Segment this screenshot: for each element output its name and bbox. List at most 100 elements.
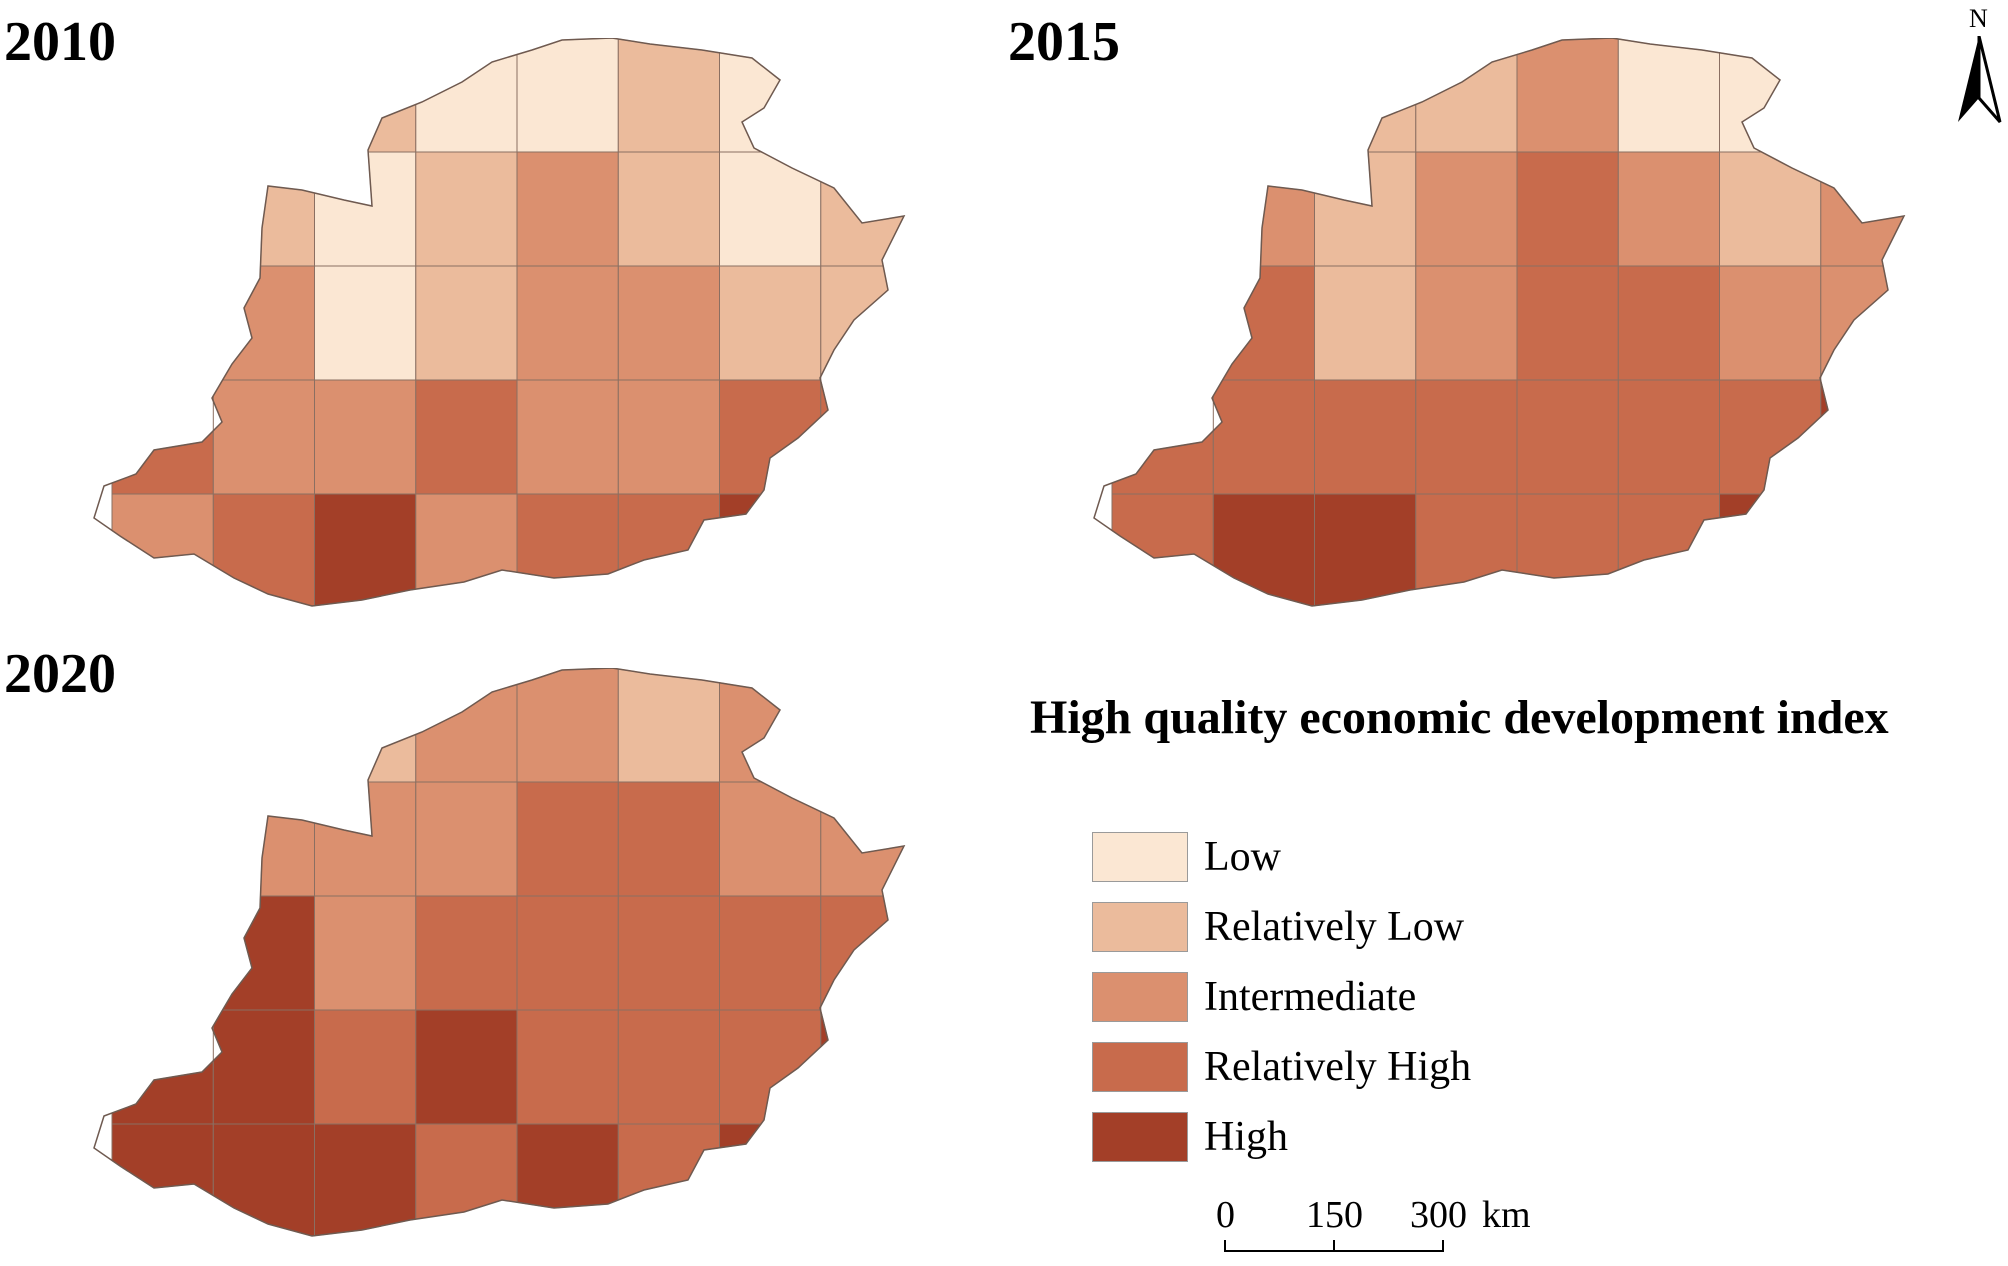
region-2010-2-4 <box>516 265 619 381</box>
region-2020-1-4 <box>516 781 619 897</box>
region-2015-4-4 <box>1516 493 1619 579</box>
region-2010-1-3 <box>415 151 518 267</box>
region-2020-1-3 <box>415 781 518 897</box>
scale-tick-300: 300 <box>1410 1194 1467 1236</box>
region-2020-2-2 <box>314 895 417 1011</box>
legend-label-intermediate: Intermediate <box>1204 974 1417 1020</box>
legend-swatch-high <box>1092 1112 1188 1162</box>
region-2020-3-6 <box>719 1009 822 1125</box>
legend-label-relatively-high: Relatively High <box>1204 1044 1472 1090</box>
north-arrow-icon <box>1958 36 2002 123</box>
study-area-outline-2010 <box>93 38 906 607</box>
region-2020-4-4 <box>516 1123 619 1209</box>
region-2015-3-0 <box>1111 394 1214 495</box>
legend-label-high: High <box>1204 1114 1288 1160</box>
region-2015-0-4 <box>1516 38 1619 153</box>
region-2020-1-5 <box>617 781 720 897</box>
legend-item-relatively-low: Relatively Low <box>1092 902 1692 954</box>
region-2010-1-5 <box>617 151 720 267</box>
scale-bar: 0 150 300 km <box>1210 1186 1560 1256</box>
region-2020-3-2 <box>314 1009 417 1125</box>
legend-item-high: High <box>1092 1112 1692 1164</box>
region-2020-4-3 <box>415 1123 518 1220</box>
legend-label-low: Low <box>1204 834 1281 880</box>
map-2015 <box>1092 38 1942 613</box>
region-2015-2-2 <box>1314 265 1417 381</box>
region-2015-0-3 <box>1415 53 1518 153</box>
region-2015-4-1 <box>1212 493 1315 607</box>
region-2015-1-3 <box>1415 151 1518 267</box>
region-2020-4-1 <box>212 1123 315 1237</box>
region-2010-0-2 <box>367 103 417 153</box>
region-2010-1-1 <box>259 185 315 267</box>
region-2010-1-6 <box>719 151 822 267</box>
region-2020-2-3 <box>415 895 518 1011</box>
year-label-2015: 2015 <box>1008 11 1120 73</box>
region-2015-2-6 <box>1719 265 1822 381</box>
region-2020-1-7 <box>820 810 905 897</box>
region-2015-1-6 <box>1719 151 1822 267</box>
region-2010-2-5 <box>617 265 720 381</box>
region-2020-4-5 <box>617 1123 720 1201</box>
region-2020-1-1 <box>259 815 315 897</box>
region-2010-3-2 <box>314 379 417 495</box>
region-2020-3-0 <box>111 1024 214 1125</box>
year-label-2010: 2010 <box>4 11 116 73</box>
region-2015-1-5 <box>1617 151 1720 267</box>
region-2020-4-0 <box>111 1123 214 1197</box>
region-2015-3-4 <box>1516 379 1619 495</box>
region-2015-3-5 <box>1617 379 1720 495</box>
region-2010-0-4 <box>516 38 619 153</box>
region-2020-3-4 <box>516 1009 619 1125</box>
north-arrow: N <box>1954 6 2004 124</box>
region-2010-1-4 <box>516 151 619 267</box>
region-2010-2-7 <box>820 265 889 380</box>
region-2010-3-3 <box>415 379 518 495</box>
region-2015-0-2 <box>1367 103 1417 153</box>
region-2015-4-0 <box>1111 493 1214 567</box>
legend-swatch-relatively-low <box>1092 902 1188 952</box>
region-2020-2-7 <box>820 895 889 1010</box>
region-2020-0-2 <box>367 733 417 783</box>
region-2010-3-0 <box>111 394 214 495</box>
region-cells <box>111 668 905 1237</box>
region-2010-0-3 <box>415 53 518 153</box>
region-2010-4-0 <box>111 493 214 567</box>
region-2015-4-3 <box>1415 493 1518 590</box>
region-2015-2-7 <box>1820 265 1889 380</box>
region-2010-3-5 <box>617 379 720 495</box>
region-2010-2-3 <box>415 265 518 381</box>
region-2015-4-5 <box>1617 493 1720 571</box>
region-2015-1-2 <box>1314 151 1417 267</box>
region-2015-2-5 <box>1617 265 1720 381</box>
legend-title: High quality economic development index <box>1030 691 1889 744</box>
map-2010 <box>92 38 942 613</box>
scale-tick-0: 0 <box>1216 1194 1235 1236</box>
year-label-2020: 2020 <box>4 643 116 705</box>
map-2020 <box>92 668 942 1243</box>
region-2010-4-2 <box>314 493 417 607</box>
region-2010-2-6 <box>719 265 822 381</box>
region-2020-3-5 <box>617 1009 720 1125</box>
legend-swatch-intermediate <box>1092 972 1188 1022</box>
region-2015-3-3 <box>1415 379 1518 495</box>
region-2015-3-6 <box>1719 379 1822 495</box>
region-cells <box>111 38 905 607</box>
region-2020-2-5 <box>617 895 720 1011</box>
region-2015-0-5 <box>1617 38 1720 153</box>
study-area-outline-2015 <box>1093 38 1906 607</box>
region-cells <box>1111 38 1905 607</box>
region-2010-0-5 <box>617 38 720 153</box>
region-2015-2-4 <box>1516 265 1619 381</box>
legend-label-relatively-low: Relatively Low <box>1204 904 1465 950</box>
legend-swatch-relatively-high <box>1092 1042 1188 1092</box>
region-2020-3-3 <box>415 1009 518 1125</box>
region-2015-3-2 <box>1314 379 1417 495</box>
region-2010-4-5 <box>617 493 720 571</box>
study-area-outline-2020 <box>93 668 906 1237</box>
region-2010-2-1 <box>221 265 315 381</box>
scale-line <box>1224 1238 1444 1252</box>
region-2020-0-5 <box>617 668 720 783</box>
region-2015-1-1 <box>1259 185 1315 267</box>
north-letter: N <box>1969 4 1988 33</box>
